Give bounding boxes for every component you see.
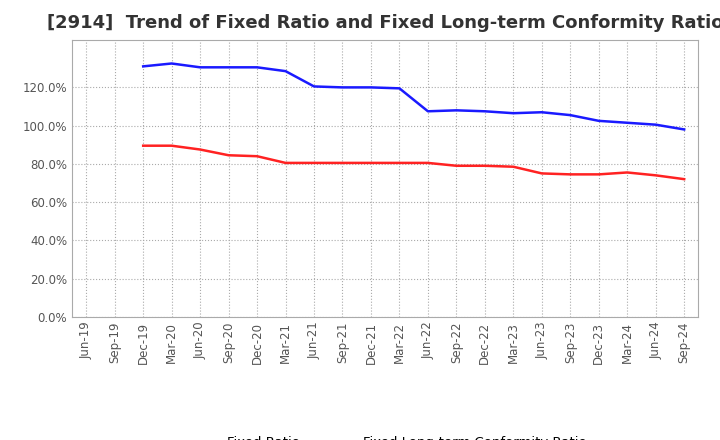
Fixed Ratio <box>537 110 546 115</box>
Fixed Ratio <box>225 65 233 70</box>
Fixed Long-term Conformity Ratio <box>338 160 347 165</box>
Fixed Ratio <box>338 85 347 90</box>
Fixed Ratio <box>282 69 290 74</box>
Fixed Long-term Conformity Ratio <box>395 160 404 165</box>
Title: [2914]  Trend of Fixed Ratio and Fixed Long-term Conformity Ratio: [2914] Trend of Fixed Ratio and Fixed Lo… <box>47 15 720 33</box>
Fixed Ratio <box>595 118 603 124</box>
Fixed Long-term Conformity Ratio <box>537 171 546 176</box>
Fixed Ratio <box>652 122 660 127</box>
Fixed Ratio <box>423 109 432 114</box>
Fixed Long-term Conformity Ratio <box>167 143 176 148</box>
Fixed Long-term Conformity Ratio <box>196 147 204 152</box>
Fixed Long-term Conformity Ratio <box>680 176 688 182</box>
Fixed Ratio <box>395 86 404 91</box>
Fixed Long-term Conformity Ratio <box>423 160 432 165</box>
Fixed Long-term Conformity Ratio <box>509 164 518 169</box>
Line: Fixed Ratio: Fixed Ratio <box>143 63 684 129</box>
Fixed Ratio <box>452 108 461 113</box>
Fixed Long-term Conformity Ratio <box>566 172 575 177</box>
Fixed Ratio <box>139 64 148 69</box>
Fixed Long-term Conformity Ratio <box>366 160 375 165</box>
Fixed Ratio <box>680 127 688 132</box>
Fixed Ratio <box>480 109 489 114</box>
Fixed Ratio <box>566 113 575 118</box>
Fixed Ratio <box>623 120 631 125</box>
Fixed Ratio <box>366 85 375 90</box>
Legend: Fixed Ratio, Fixed Long-term Conformity Ratio: Fixed Ratio, Fixed Long-term Conformity … <box>179 430 592 440</box>
Fixed Long-term Conformity Ratio <box>139 143 148 148</box>
Fixed Long-term Conformity Ratio <box>310 160 318 165</box>
Fixed Ratio <box>253 65 261 70</box>
Fixed Long-term Conformity Ratio <box>652 172 660 178</box>
Fixed Long-term Conformity Ratio <box>595 172 603 177</box>
Fixed Ratio <box>167 61 176 66</box>
Line: Fixed Long-term Conformity Ratio: Fixed Long-term Conformity Ratio <box>143 146 684 179</box>
Fixed Long-term Conformity Ratio <box>480 163 489 169</box>
Fixed Long-term Conformity Ratio <box>623 170 631 175</box>
Fixed Long-term Conformity Ratio <box>452 163 461 169</box>
Fixed Long-term Conformity Ratio <box>225 153 233 158</box>
Fixed Long-term Conformity Ratio <box>253 154 261 159</box>
Fixed Long-term Conformity Ratio <box>282 160 290 165</box>
Fixed Ratio <box>509 110 518 116</box>
Fixed Ratio <box>310 84 318 89</box>
Fixed Ratio <box>196 65 204 70</box>
